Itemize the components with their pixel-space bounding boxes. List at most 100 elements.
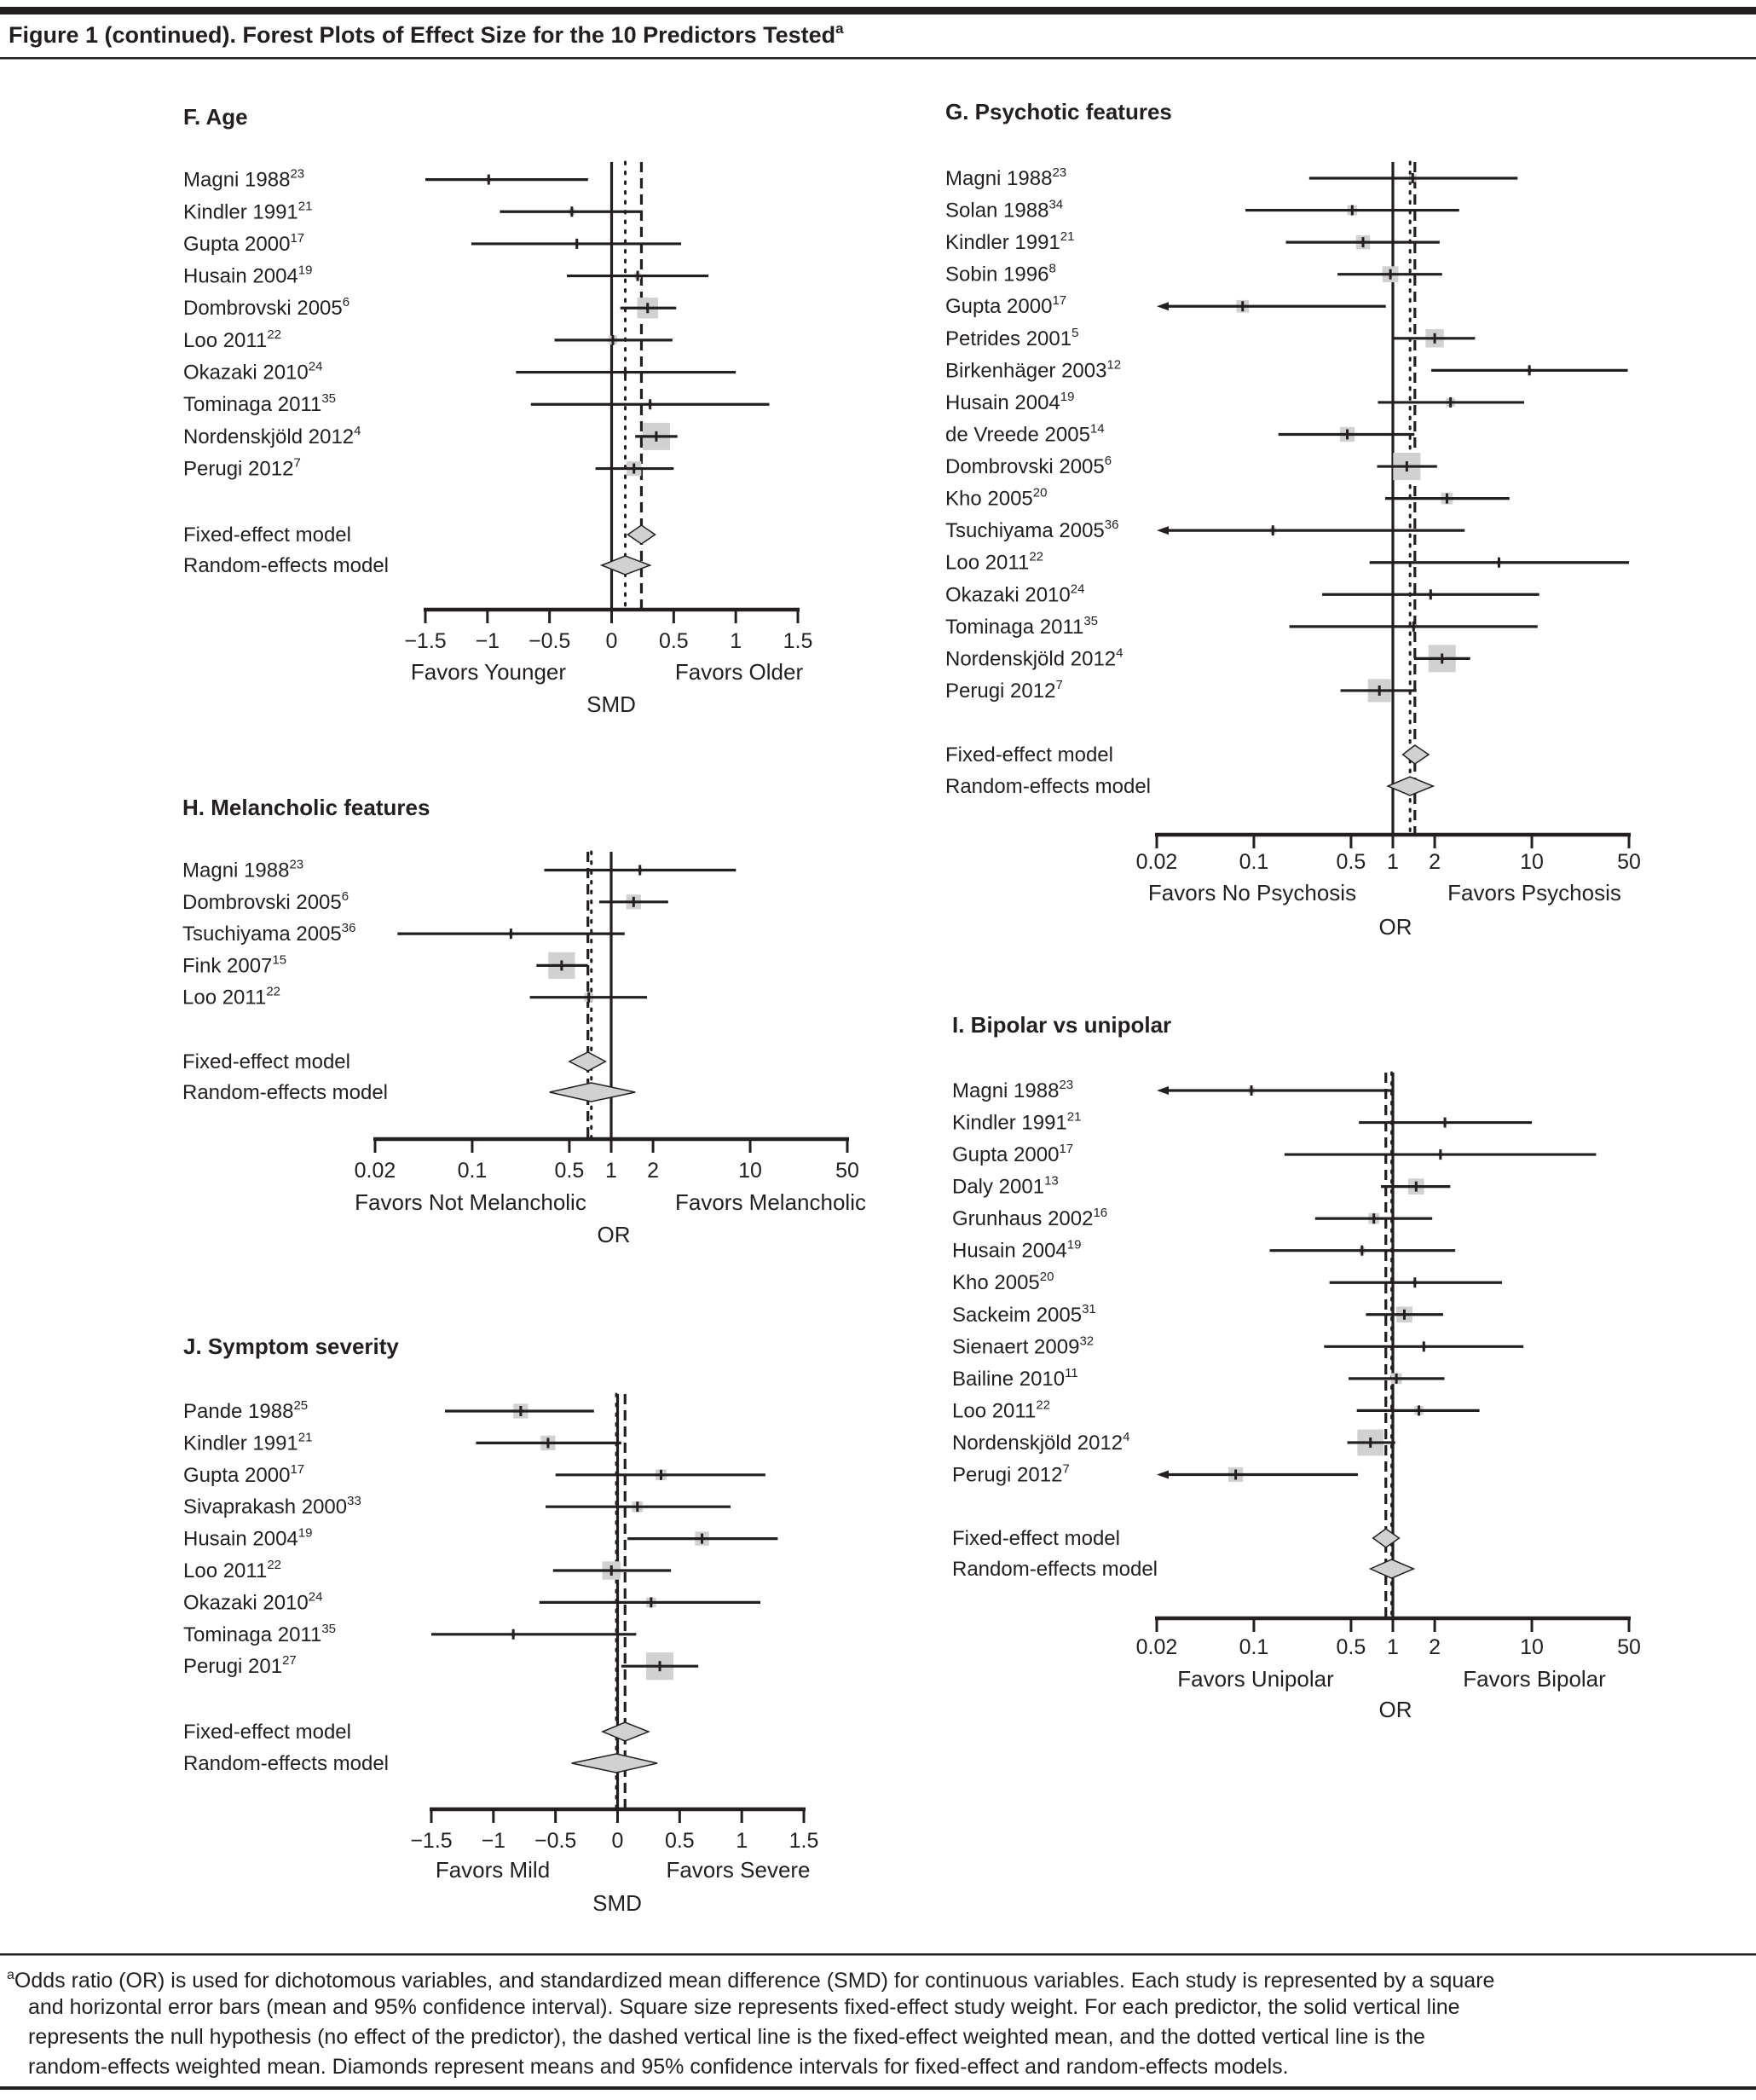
x-axis-title: SMD	[586, 691, 636, 717]
study-name: Gupta 2000	[183, 1464, 290, 1487]
study-label: Husain 200419	[952, 1238, 1081, 1263]
study-name: Bailine 2010	[952, 1368, 1065, 1391]
figure-title-sup: a	[835, 20, 844, 37]
study-name: Perugi 2012	[183, 458, 293, 481]
study-label: Gupta 200017	[183, 1462, 304, 1487]
footnote-text: Odds ratio (OR) is used for dichotomous …	[14, 1969, 1495, 1993]
favors-right-label: Favors Melancholic	[675, 1189, 866, 1215]
study-label: Nordenskjöld 20124	[183, 424, 361, 448]
study-ref-sup: 33	[347, 1494, 361, 1508]
favors-left-label: Favors Younger	[411, 659, 566, 685]
ci-truncated-arrow-icon	[1157, 1470, 1169, 1479]
study-name: Tominaga 2011	[183, 1623, 321, 1646]
study-ref-sup: 23	[290, 167, 304, 182]
study-label: Tominaga 201135	[945, 614, 1098, 639]
footnote: aOdds ratio (OR) is used for dichotomous…	[7, 1968, 1494, 2079]
x-tick-label: −0.5	[534, 1829, 576, 1853]
study-name: Loo 2011	[183, 1559, 267, 1582]
study-name: Kindler 1991	[952, 1112, 1067, 1135]
study-label: Tominaga 201135	[183, 391, 336, 416]
study-name: Husain 2004	[945, 391, 1060, 414]
study-name: Solan 1988	[945, 200, 1048, 223]
study-ref-sup: 6	[343, 295, 349, 310]
random-model-label: Random-effects model	[945, 775, 1151, 798]
favors-right-label: Favors Severe	[666, 1857, 810, 1883]
random-model-diamond	[599, 555, 652, 576]
ci-truncated-arrow-icon	[1157, 1086, 1169, 1095]
study-label: Magni 198823	[182, 858, 303, 882]
panel-title: H. Melancholic features	[182, 795, 430, 820]
study-name: Sienaert 2009	[952, 1335, 1079, 1358]
study-ref-sup: 19	[1067, 1238, 1082, 1252]
study-name: Loo 2011	[945, 552, 1029, 575]
fixed-model-diamond	[1401, 744, 1430, 765]
panel-title: I. Bipolar vs unipolar	[952, 1012, 1171, 1038]
study-name: Tsuchiyama 2005	[182, 923, 342, 946]
study-label: Petrides 20015	[945, 326, 1078, 350]
study-label: Gupta 200017	[952, 1142, 1073, 1166]
favors-left-label: Favors Mild	[436, 1857, 550, 1883]
x-tick-label: 0.5	[659, 629, 689, 653]
study-label: Fink 200715	[182, 952, 286, 977]
study-ref-sup: 36	[1105, 518, 1119, 532]
ci-truncated-arrow-icon	[1157, 302, 1169, 311]
study-name: Dombrovski 2005	[183, 297, 343, 320]
fixed-model-diamond	[627, 524, 656, 545]
study-ref-sup: 4	[354, 424, 361, 438]
study-name: Magni 1988	[945, 167, 1052, 190]
study-name: Magni 1988	[952, 1079, 1059, 1102]
random-model-label: Random-effects model	[952, 1558, 1158, 1581]
study-label: Magni 198823	[952, 1078, 1073, 1102]
figure-title: Figure 1 (continued). Forest Plots of Ef…	[9, 20, 844, 48]
study-ref-sup: 21	[298, 199, 313, 213]
study-ref-sup: 17	[1052, 293, 1066, 308]
study-name: Loo 2011	[182, 986, 266, 1010]
random-model-label: Random-effects model	[183, 554, 389, 577]
study-name: Loo 2011	[183, 329, 267, 352]
x-tick-label: 1.5	[783, 629, 813, 653]
footnote-line-1: aOdds ratio (OR) is used for dichotomous…	[7, 1968, 1494, 1993]
study-ref-sup: 15	[272, 952, 286, 967]
x-axis-title: SMD	[592, 1890, 642, 1916]
study-name: Kindler 1991	[183, 200, 298, 223]
study-name: Husain 2004	[952, 1240, 1067, 1263]
study-label: Kindler 199121	[945, 229, 1074, 254]
study-name: Gupta 2000	[183, 233, 290, 256]
study-label: Husain 200419	[183, 1526, 312, 1551]
study-label: Nordenskjöld 20124	[952, 1430, 1129, 1455]
study-ref-sup: 21	[1067, 1110, 1082, 1125]
study-ref-sup: 24	[309, 1589, 323, 1604]
random-model-diamond	[1368, 1559, 1416, 1579]
study-name: Magni 1988	[182, 859, 289, 882]
study-ref-sup: 6	[1105, 454, 1112, 468]
study-ref-sup: 35	[1083, 614, 1098, 628]
study-label: Okazaki 201024	[183, 1589, 322, 1614]
x-tick-label: −1	[482, 1829, 506, 1853]
random-model-label: Random-effects model	[182, 1081, 388, 1104]
study-ref-sup: 14	[1090, 421, 1105, 436]
study-ref-sup: 17	[290, 1462, 304, 1477]
study-ref-sup: 24	[309, 360, 323, 374]
title-rule	[0, 57, 1756, 60]
footnote-line-4: random-effects weighted mean. Diamonds r…	[28, 2055, 1289, 2079]
study-ref-sup: 24	[1071, 581, 1085, 596]
study-name: Petrides 2001	[945, 327, 1072, 350]
forest-panel-i: I. Bipolar vs unipolar Magni 198823 Kindle…	[952, 1012, 1641, 1722]
study-name: Perugi 2012	[952, 1463, 1062, 1486]
favors-left-label: Favors No Psychosis	[1148, 880, 1356, 905]
study-label: Kho 200520	[945, 486, 1047, 511]
study-ref-sup: 17	[1059, 1142, 1073, 1156]
study-name: Husain 2004	[183, 1528, 298, 1551]
study-ref-sup: 23	[1052, 165, 1066, 180]
footnote-line-3: represents the null hypothesis (no effec…	[28, 2025, 1425, 2049]
x-tick-label: 0.02	[1136, 1635, 1178, 1659]
study-ref-sup: 22	[1036, 1397, 1050, 1412]
x-tick-label: 0.02	[1136, 850, 1178, 874]
fixed-model-label: Fixed-effect model	[183, 1721, 351, 1744]
study-label: Husain 200419	[945, 390, 1074, 414]
study-label: Tominaga 201135	[183, 1622, 336, 1646]
study-ref-sup: 5	[1072, 326, 1078, 340]
study-label: Sobin 19968	[945, 262, 1056, 286]
study-ref-sup: 4	[1123, 1430, 1129, 1444]
x-tick-label: −0.5	[529, 629, 570, 653]
